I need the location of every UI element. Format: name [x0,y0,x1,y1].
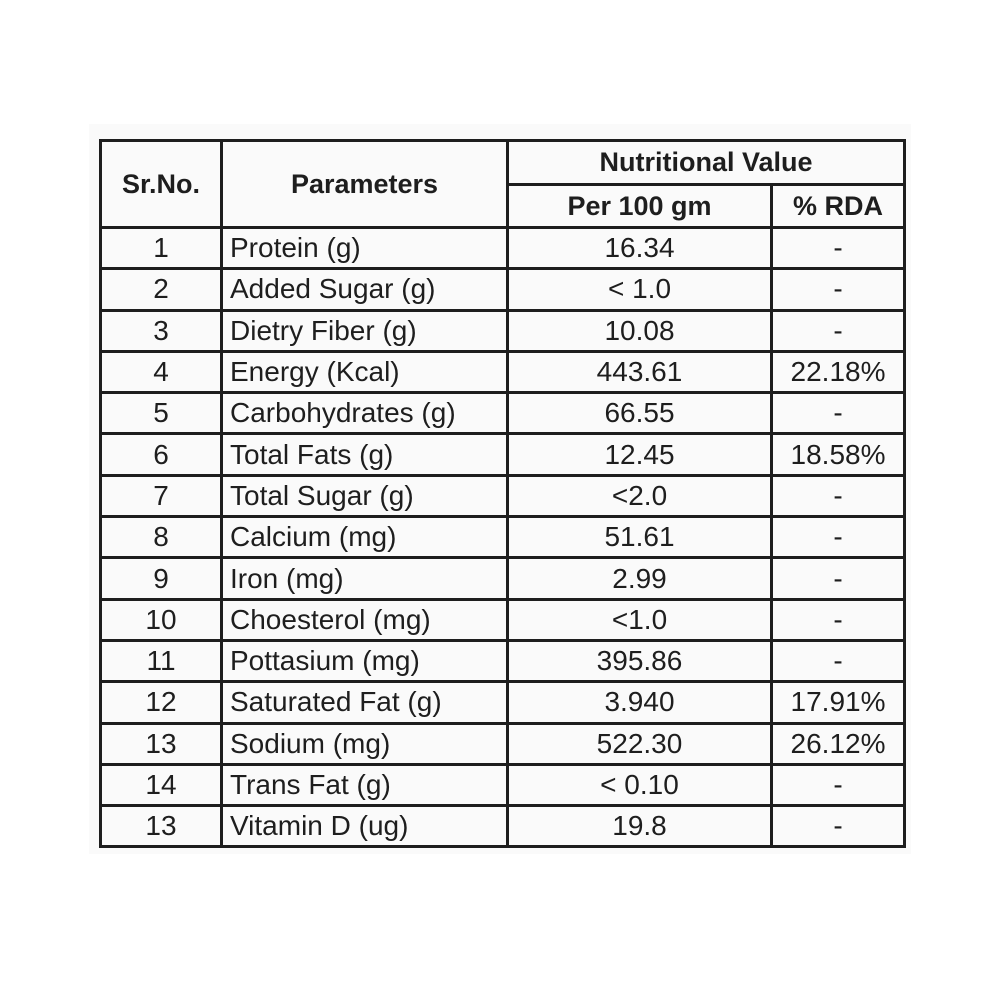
parameter-cell: Pottasium (mg) [220,638,509,684]
value-cell: <2.0 [506,473,773,519]
table-row: 8 Calcium (mg) 51.61- [99,515,907,560]
rda-cell: 22.18% [769,349,907,395]
value-cell: < 1.0 [506,267,773,312]
table-row: 10 Choesterol (mg) <1.0- [99,597,907,642]
rda-cell: - [769,515,907,560]
parameter-cell: Protein (g) [220,225,509,271]
parameter-cell: Calcium (mg) [220,515,509,560]
parameter-cell: Carbohydrates (g) [220,391,509,436]
parameter-cell: Added Sugar (g) [220,267,509,312]
rda-cell: - [769,473,907,519]
value-cell: < 0.10 [506,762,773,808]
rda-cell: - [769,225,907,271]
sr-no-cell: 3 [99,308,223,353]
rda-cell: - [769,597,907,642]
table-row: 3 Dietry Fiber (g) 10.08- [99,308,907,353]
rda-cell: - [769,267,907,312]
rda-cell: 18.58% [769,432,907,477]
rda-cell: - [769,762,907,808]
value-cell: 3.940 [506,680,773,725]
parameter-cell: Choesterol (mg) [220,597,509,642]
parameter-cell: Total Fats (g) [220,432,509,477]
sr-no-cell: 13 [99,804,223,849]
rda-cell: - [769,804,907,849]
header-per-100gm: Per 100 gm [506,183,773,229]
value-cell: 12.45 [506,432,773,477]
value-cell: 51.61 [506,515,773,560]
header-sr-no: Sr.No. [99,139,223,229]
rda-cell: - [769,638,907,684]
table-row: 11 Pottasium (mg) 395.86- [99,638,907,684]
value-cell: 16.34 [506,225,773,271]
table-row: 5 Carbohydrates (g) 66.55- [99,391,907,436]
rda-cell: - [769,556,907,601]
value-cell: 443.61 [506,349,773,395]
header-rda: % RDA [769,183,907,229]
table-row: 4 Energy (Kcal) 443.61 22.18% [99,349,907,395]
table-row: 13 Sodium (mg) 522.30 26.12% [99,721,907,766]
value-cell: 10.08 [506,308,773,353]
rda-cell: 26.12% [769,721,907,766]
sr-no-cell: 5 [99,391,223,436]
sr-no-cell: 9 [99,556,223,601]
sr-no-cell: 13 [99,721,223,766]
sr-no-cell: 1 [99,225,223,271]
sr-no-cell: 11 [99,638,223,684]
parameter-cell: Sodium (mg) [220,721,509,766]
value-cell: 522.30 [506,721,773,766]
rda-cell: 17.91% [769,680,907,725]
value-cell: 19.8 [506,804,773,849]
sr-no-cell: 10 [99,597,223,642]
table-row: 7 Total Sugar (g) <2.0- [99,473,907,519]
parameter-cell: Iron (mg) [220,556,509,601]
sr-no-cell: 12 [99,680,223,725]
table-row: 6 Total Fats (g) 12.45 18.58% [99,432,907,477]
table-row: 1 Protein (g) 16.34- [99,225,907,271]
rda-cell: - [769,308,907,353]
rda-cell: - [769,391,907,436]
parameter-cell: Trans Fat (g) [220,762,509,808]
header-parameters: Parameters [220,139,509,229]
parameter-cell: Saturated Fat (g) [220,680,509,725]
table-row: 9 Iron (mg) 2.99- [99,556,907,601]
table-row: 14 Trans Fat (g) < 0.10- [99,762,907,808]
table-row: 13 Vitamin D (ug) 19.8- [99,804,907,849]
sr-no-cell: 14 [99,762,223,808]
table-row: 12 Saturated Fat (g) 3.940 17.91% [99,680,907,725]
value-cell: 2.99 [506,556,773,601]
value-cell: 66.55 [506,391,773,436]
nutrition-table: Sr.No. Parameters Nutritional Value Per … [99,139,907,849]
header-nutritional-value: Nutritional Value [505,139,907,186]
sr-no-cell: 6 [99,432,223,477]
parameter-cell: Total Sugar (g) [220,473,509,519]
sr-no-cell: 8 [99,515,223,560]
sr-no-cell: 2 [99,267,223,312]
table-row: 2 Added Sugar (g) < 1.0- [99,267,907,312]
value-cell: <1.0 [506,597,773,642]
parameter-cell: Energy (Kcal) [220,349,509,395]
parameter-cell: Vitamin D (ug) [220,804,509,849]
parameter-cell: Dietry Fiber (g) [220,308,509,353]
sr-no-cell: 4 [99,349,223,395]
value-cell: 395.86 [506,638,773,684]
sr-no-cell: 7 [99,473,223,519]
